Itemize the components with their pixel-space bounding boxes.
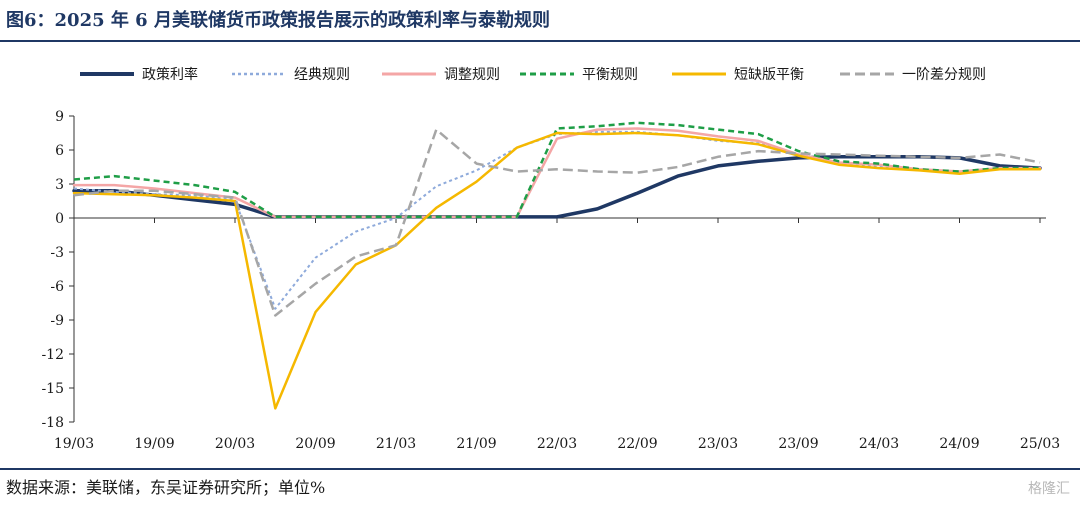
x-tick-label: 24/03: [859, 436, 899, 452]
series-line-3: [73, 121, 1040, 219]
x-axis-tick-labels: 19/03 19/09 20/03 20/09 21/03 21/09 22/03 22/09…: [54, 436, 1060, 452]
x-tick-label: 25/03: [1020, 436, 1060, 452]
y-tick-label: 3: [55, 177, 64, 193]
footer-divider: [0, 468, 1080, 470]
legend-label-4: 短缺版平衡: [734, 67, 804, 83]
line-chart: 政策利率 经典规则 调整规则 平衡规则 短缺版平衡 一阶差分规则 9 6 3 0 -3 -6 -9 -1…: [41, 66, 1060, 452]
source-note: 数据来源：美联储，东吴证券研究所；单位%: [6, 478, 326, 497]
x-tick-label: 21/03: [376, 436, 416, 452]
x-tick-label: 20/09: [295, 436, 335, 452]
y-tick-label: -3: [50, 245, 64, 261]
chart-legend: 政策利率 经典规则 调整规则 平衡规则 短缺版平衡 一阶差分规则: [80, 66, 986, 83]
y-tick-label: 0: [55, 211, 64, 227]
chart-axes: [69, 115, 1046, 423]
series-line-5: [73, 128, 1041, 317]
legend-label-3: 平衡规则: [582, 67, 638, 83]
x-tick-label: 24/09: [939, 436, 979, 452]
legend-label-5: 一阶差分规则: [902, 67, 986, 83]
y-tick-label: -9: [50, 313, 64, 329]
y-tick-label: -15: [41, 381, 64, 397]
chart-series: [72, 121, 1042, 410]
watermark-logo: 格隆汇: [1028, 481, 1070, 497]
title-divider: [0, 40, 1080, 42]
y-tick-label: -6: [50, 279, 64, 295]
series-line-4: [72, 131, 1042, 410]
x-tick-label: 21/09: [456, 436, 496, 452]
x-tick-label: 20/03: [215, 436, 255, 452]
legend-label-1: 经典规则: [294, 67, 350, 83]
legend-label-0: 政策利率: [142, 66, 198, 83]
y-tick-label: 6: [55, 143, 64, 159]
y-axis-tick-labels: 9 6 3 0 -3 -6 -9 -12 -15 -18: [41, 109, 64, 431]
y-tick-label: 9: [55, 109, 64, 125]
x-tick-label: 19/03: [54, 436, 94, 452]
x-tick-label: 23/03: [698, 436, 738, 452]
chart-title: 图6：2025 年 6 月美联储货币政策报告展示的政策利率与泰勒规则: [6, 10, 550, 31]
y-tick-label: -12: [41, 347, 64, 363]
x-tick-label: 22/09: [617, 436, 657, 452]
x-tick-label: 22/03: [537, 436, 577, 452]
x-tick-label: 19/09: [134, 436, 174, 452]
y-tick-label: -18: [41, 415, 64, 431]
x-tick-label: 23/09: [778, 436, 818, 452]
legend-label-2: 调整规则: [444, 67, 500, 83]
